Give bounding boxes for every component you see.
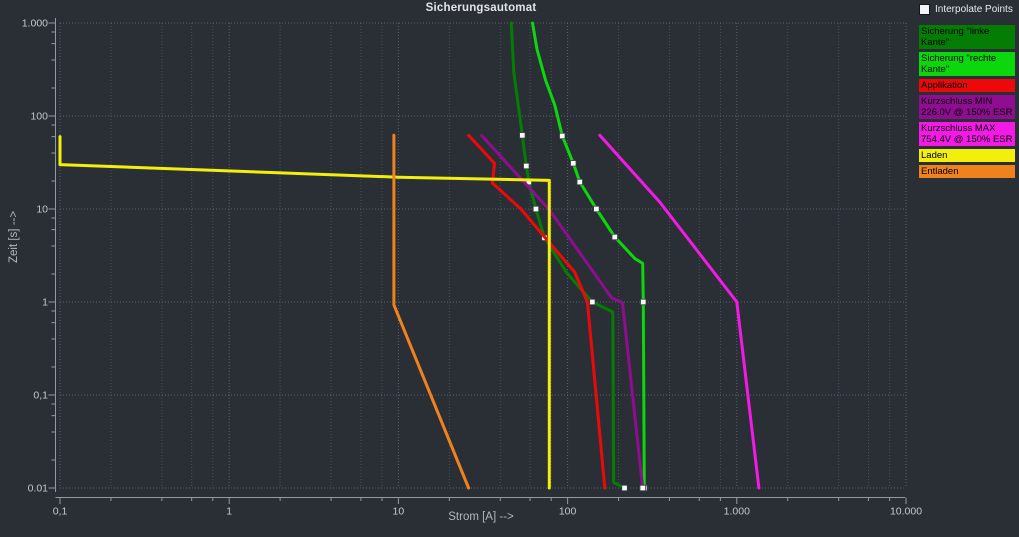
y-tick-label: 10	[36, 204, 48, 216]
legend-item-label-line: Applikation	[921, 80, 968, 91]
chart-title: Sicherungsautomat	[425, 2, 537, 14]
y-tick-label: 100	[30, 111, 48, 123]
series-marker-sicherung-rechte-kante	[576, 178, 583, 186]
series-marker-sicherung-linke-kante	[621, 484, 628, 492]
series-marker-kurzschluss-min-226-0v-150-esr	[639, 484, 646, 492]
series-marker-sicherung-rechte-kante	[559, 132, 566, 140]
legend-item-label-line: Entladen	[921, 166, 959, 177]
x-tick-label: 1	[226, 506, 232, 518]
y-tick-label: 0,1	[33, 390, 48, 402]
series-laden	[58, 135, 551, 490]
legend-item-label-line: Kante"	[921, 64, 950, 75]
legend-item-sicherung-linke-kante: Sicherung "linke Kante"	[919, 25, 1015, 49]
series-kurzschluss-max-754-4v-150-esr	[598, 133, 761, 490]
y-tick-label: 1.000	[22, 18, 48, 30]
legend-item-label-line: 754.4V @ 150% ESR	[921, 134, 1013, 145]
y-axis-label: Zeit [s] -->	[8, 210, 20, 263]
x-tick-label: 0,1	[53, 506, 68, 518]
legend-item-laden: Laden	[919, 149, 1015, 162]
series-applikation	[467, 133, 607, 490]
x-tick-label: 100	[559, 506, 577, 518]
legend-item-applikation: Applikation	[919, 79, 1015, 92]
x-tick-label: 10.000	[890, 506, 922, 518]
legend-item-label-line: Laden	[921, 150, 948, 161]
series-marker-sicherung-linke-kante	[523, 162, 530, 170]
legend-item-label-line: Sicherung "rechte	[921, 53, 997, 64]
y-tick-label: 0.01	[28, 483, 49, 495]
series-marker-sicherung-rechte-kante	[570, 160, 577, 167]
legend-item-kurzschluss-min-226-0v-150-esr: Kurzschluss MIN 226.0V @ 150% ESR	[919, 95, 1015, 119]
interpolate-points-row[interactable]: Interpolate Points	[919, 3, 1016, 16]
legend-item-sicherung-rechte-kante: Sicherung "rechte Kante"	[919, 52, 1015, 76]
legend-item-label-line: Sicherung "linke	[921, 26, 990, 37]
legend-panel: Interpolate Points Sicherung "linke Kante…	[919, 3, 1016, 181]
legend-item-label-line: 226.0V @ 150% ESR	[921, 107, 1013, 118]
series-entladen	[392, 133, 471, 490]
series-marker-sicherung-linke-kante	[589, 298, 596, 306]
legend-item-label-line: Kurzschluss MAX	[921, 123, 996, 134]
series-marker-sicherung-rechte-kante	[640, 298, 647, 306]
series-sicherung-linke-kante	[509, 21, 626, 490]
x-axis-label: Strom [A] -->	[448, 511, 514, 523]
series-marker-sicherung-linke-kante	[519, 132, 526, 139]
legend-item-label-line: Kante"	[921, 37, 950, 48]
series-kurzschluss-min-226-0v-150-esr	[480, 133, 645, 490]
series-marker-sicherung-rechte-kante	[611, 233, 618, 241]
series-marker-sicherung-linke-kante	[532, 205, 540, 213]
legend-item-entladen: Entladen	[919, 165, 1015, 178]
legend-item-label-line: Kurzschluss MIN	[921, 96, 993, 107]
x-tick-label: 10	[393, 506, 405, 518]
interpolate-points-label: Interpolate Points	[935, 4, 1013, 15]
x-tick-label: 1.000	[724, 506, 750, 518]
legend-item-kurzschluss-max-754-4v-150-esr: Kurzschluss MAX 754.4V @ 150% ESR	[919, 122, 1015, 146]
series-marker-sicherung-rechte-kante	[593, 205, 600, 213]
interpolate-points-checkbox[interactable]	[919, 4, 930, 15]
legend-items: Sicherung "linke Kante" Sicherung "rechte K…	[919, 25, 1016, 178]
y-tick-label: 1	[42, 297, 48, 309]
